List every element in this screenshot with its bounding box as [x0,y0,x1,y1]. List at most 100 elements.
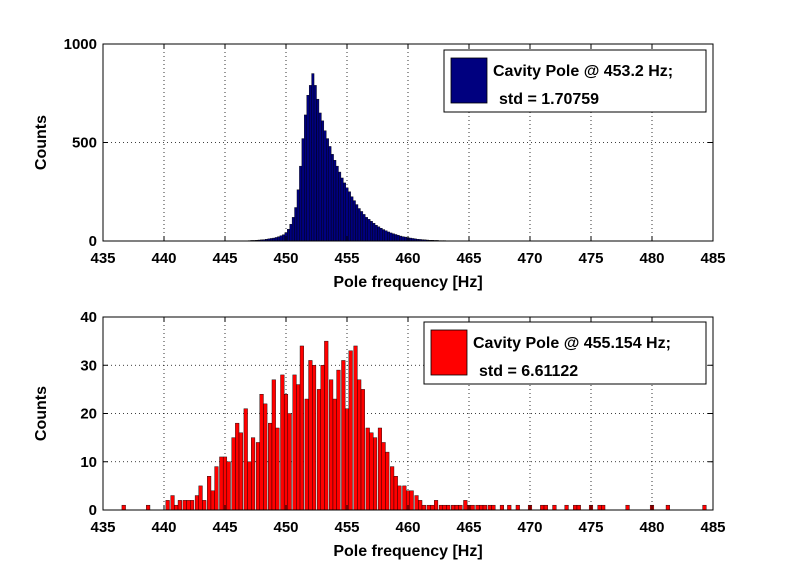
y-tick-label: 0 [89,233,97,250]
histogram-bar [186,500,191,511]
histogram-bar [665,504,670,511]
histogram-bar [292,374,297,511]
histogram-bar [280,374,285,511]
histogram-bar [304,114,307,242]
histogram-bar [446,504,451,511]
histogram-bar [702,504,707,511]
histogram-bar [259,394,264,511]
histogram-bar [601,504,606,511]
histogram-bar [362,214,366,242]
histogram-bar [515,504,520,511]
histogram-bar [311,73,315,242]
histogram-bar [268,422,273,511]
x-tick-label: 485 [700,250,725,267]
histogram-bar [238,432,243,511]
histogram-bar [338,171,342,242]
legend: Cavity Pole @ 455.154 Hz; std = 6.61122 [423,321,707,385]
histogram-bar [274,237,278,242]
histogram-bar [170,495,175,511]
histogram-bar [289,224,293,242]
histogram-bar [287,413,292,511]
histogram-bar [491,504,496,511]
histogram-bar [367,219,371,242]
histogram-bar [543,504,548,511]
legend-entry: Cavity Pole @ 453.2 Hz; [493,63,673,80]
x-tick-label: 480 [639,519,664,536]
histogram-bar [625,504,630,511]
x-tick-label: 465 [456,250,481,267]
axis-ticks: 435 440 445 450 455 460 465 470 475 480 485 0 500 100… [64,36,726,267]
legend-swatch [450,57,488,104]
histogram-bar [222,456,228,511]
y-tick-label: 10 [80,454,97,471]
histogram-bar [507,504,512,511]
histogram-bar [390,466,395,511]
histogram-bar [397,485,402,511]
histogram-bar [540,504,545,511]
histogram-bar [304,398,309,511]
histogram-bar [308,360,313,511]
histogram-bar [306,95,310,242]
histogram-bar [321,120,325,242]
histogram-bar [487,504,492,511]
histogram-bar [316,98,320,242]
legend-std: std = 1.70759 [499,91,599,108]
histogram-bar [499,504,504,511]
histogram-bar [283,394,289,511]
histogram-bar [597,504,602,511]
histogram-bar [379,227,383,242]
histogram-bar [576,504,581,511]
histogram-bar [210,490,215,511]
histogram-bar [399,235,403,242]
histogram-bar [313,85,317,242]
histogram-bar [442,504,447,511]
x-axis-label: Pole frequency [Hz] [333,543,482,560]
histogram-bar [341,360,346,511]
histogram-bar [458,504,463,511]
histogram-bar [251,437,256,511]
x-tick-label: 480 [639,250,664,267]
histogram-bar [121,504,126,511]
histogram-bar [323,130,327,242]
x-tick-label: 475 [578,250,603,267]
histogram-bar [402,485,407,511]
histogram-bar [247,461,252,511]
histogram-bar [369,221,373,242]
histogram-bar [177,500,182,511]
x-tick-label: 435 [90,519,115,536]
y-axis-label: Counts [33,115,50,170]
chart-bottom: 435 440 445 450 455 460 465 470 475 480 485 0 10 20 30… [33,309,726,560]
y-tick-label: 1000 [64,36,97,53]
x-tick-label: 485 [700,519,725,536]
histogram-bar [324,340,329,511]
histogram-bar [271,379,276,511]
histogram-bar [377,427,382,511]
histogram-bar [316,389,321,511]
legend-box [423,321,707,385]
histogram-bar [287,228,290,242]
x-tick-label: 460 [395,250,420,267]
histogram-bar [414,495,419,511]
histogram-bar [320,365,325,511]
histogram-bar [296,189,300,242]
histogram-bar [299,165,303,242]
histogram-bar [374,225,378,242]
legend-entry: Cavity Pole @ 455.154 Hz; [473,335,671,352]
histogram-bar [401,236,405,242]
x-tick-label: 440 [151,519,176,536]
histogram-bar [194,495,199,511]
histogram-bar [552,504,557,511]
y-tick-label: 30 [80,357,97,374]
legend-std: std = 6.61122 [479,363,578,380]
histogram-bar [365,217,368,242]
histogram-bar [391,233,395,242]
histogram-bar [202,500,207,511]
histogram-bar [389,232,393,242]
histogram-bar [434,500,439,511]
histogram-bar [475,504,480,511]
histogram-bar [326,138,329,242]
histogram-bar [231,437,236,511]
y-tick-label: 500 [72,135,97,152]
y-axis-label: Counts [33,386,50,441]
histogram-bar [409,490,414,511]
